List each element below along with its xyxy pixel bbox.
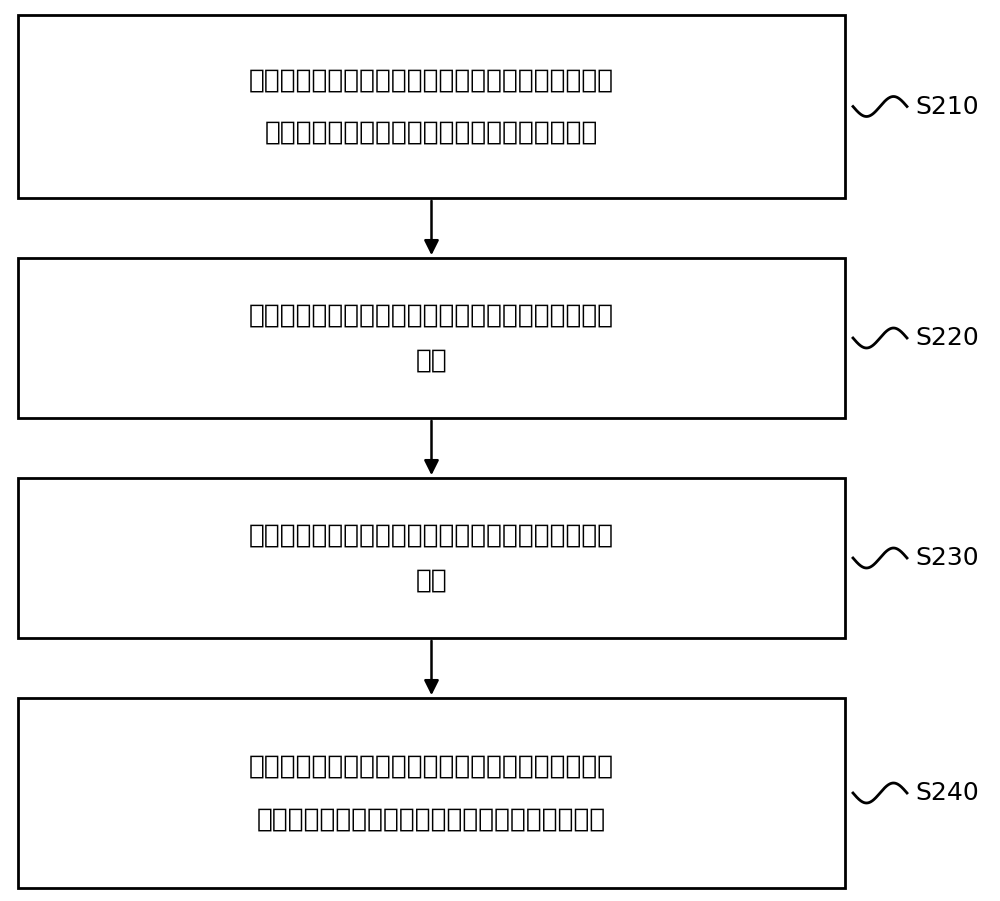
Bar	[18, 478, 845, 638]
Bar	[18, 698, 845, 888]
Bar	[18, 258, 845, 418]
Text: 提取样本眼部图像中晶状体核性区域的区域特征，并: 提取样本眼部图像中晶状体核性区域的区域特征，并	[249, 68, 614, 94]
Text: 提取样本眼部图像中晶状体核性区域的形状特征: 提取样本眼部图像中晶状体核性区域的形状特征	[265, 119, 598, 145]
Text: S230: S230	[915, 546, 979, 570]
Text: 特征: 特征	[416, 348, 447, 373]
Text: S210: S210	[915, 95, 979, 119]
Text: 特征: 特征	[416, 568, 447, 594]
Text: 根据区域特征和形状特征，确定样本眼部图像的候选: 根据区域特征和形状特征，确定样本眼部图像的候选	[249, 303, 614, 329]
Text: S240: S240	[915, 781, 979, 805]
Text: 对候选特征进行降维处理，确定样本眼部图像的目标: 对候选特征进行降维处理，确定样本眼部图像的目标	[249, 523, 614, 549]
Text: 基于样本眼部图像的目标特征，构建核性白内障识别: 基于样本眼部图像的目标特征，构建核性白内障识别	[249, 753, 614, 779]
Bar	[18, 15, 845, 198]
Text: S220: S220	[915, 326, 979, 350]
Text: 模型，用于确定待识别眼部图像的核性白内障级别: 模型，用于确定待识别眼部图像的核性白内障级别	[257, 806, 606, 833]
